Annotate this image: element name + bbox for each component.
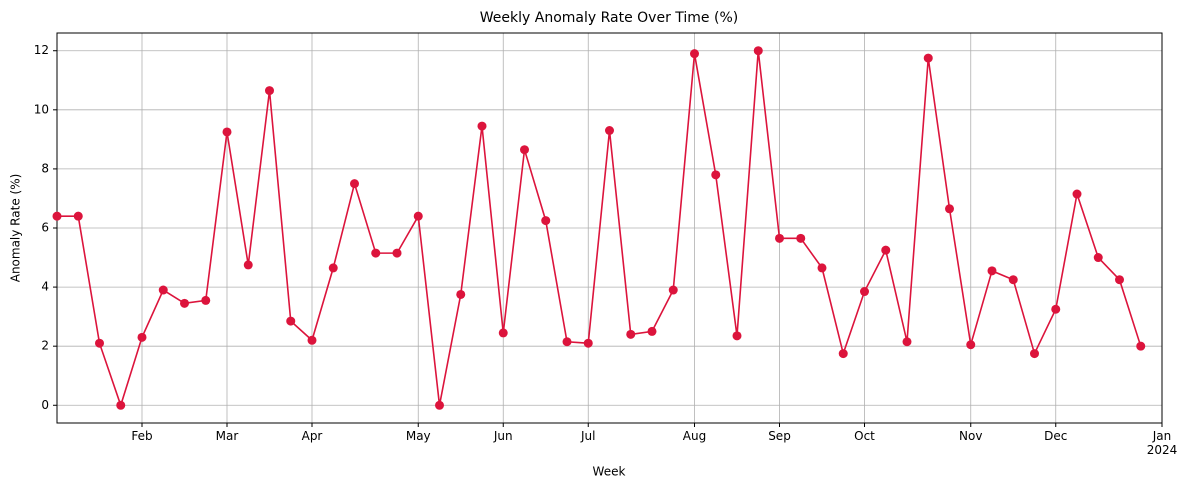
marker: [1072, 189, 1082, 199]
marker: [1030, 349, 1039, 359]
marker: [1136, 341, 1146, 351]
y-tick-label: 6: [41, 221, 49, 235]
marker: [116, 400, 126, 410]
marker: [413, 211, 423, 221]
marker: [923, 53, 933, 63]
x-tick-label: Dec: [1044, 429, 1068, 443]
y-tick-label: 4: [41, 280, 49, 294]
marker: [520, 145, 529, 155]
marker: [881, 245, 891, 255]
plot-frame: [56, 32, 1163, 424]
y-tick-label: 0: [41, 398, 49, 412]
x-tick-label: Jan 2024: [1146, 429, 1178, 457]
marker: [562, 337, 572, 347]
marker: [1115, 275, 1124, 285]
y-tick-label: 2: [41, 339, 49, 353]
marker: [541, 216, 551, 226]
marker: [498, 328, 508, 338]
marker: [838, 349, 848, 359]
marker: [222, 127, 232, 137]
marker: [668, 285, 678, 295]
line: [57, 50, 1142, 408]
marker: [1093, 253, 1103, 263]
y-tick-label: 10: [34, 102, 49, 116]
x-tick-label: Mar: [215, 429, 239, 443]
marker: [158, 285, 168, 295]
x-tick-label: Feb: [131, 429, 153, 443]
chart-title: Weekly Anomaly Rate Over Time (%): [480, 10, 738, 26]
marker: [796, 233, 806, 243]
marker: [477, 121, 487, 131]
marker: [583, 338, 593, 348]
x-tick-label: Sep: [768, 429, 791, 443]
marker: [137, 332, 147, 342]
marker: [902, 337, 912, 347]
marker: [817, 263, 827, 273]
marker: [95, 338, 104, 348]
y-axis-label: Anomaly Rate (%): [9, 174, 23, 283]
x-tick-label: May: [405, 429, 431, 443]
x-tick-label: Aug: [682, 429, 707, 443]
y-tick-label: 12: [34, 43, 49, 57]
marker: [435, 400, 444, 410]
x-tick-label: Apr: [301, 429, 323, 443]
x-tick-label: Oct: [854, 429, 875, 443]
marker: [860, 287, 869, 297]
x-tick-label: Jun: [493, 429, 513, 443]
x-tick-label: Nov: [959, 429, 983, 443]
y-tick-label: 8: [41, 161, 49, 175]
marker: [732, 331, 742, 341]
marker: [392, 248, 402, 258]
marker: [73, 211, 83, 221]
marker: [945, 204, 954, 214]
marker: [1008, 275, 1018, 285]
marker: [775, 233, 784, 243]
marker: [371, 248, 381, 258]
marker: [647, 326, 657, 336]
marker: [265, 86, 274, 96]
marker: [605, 126, 614, 135]
marker: [243, 260, 253, 270]
marker: [1051, 304, 1061, 314]
marker: [456, 289, 466, 299]
x-tick-label: Jul: [581, 429, 596, 443]
marker: [180, 298, 189, 308]
marker: [201, 295, 211, 305]
marker: [52, 211, 62, 221]
marker: [987, 266, 997, 276]
marker: [690, 49, 699, 59]
marker: [350, 179, 359, 189]
marker: [307, 335, 317, 345]
marker: [753, 46, 763, 56]
marker: [711, 170, 721, 180]
marker: [286, 316, 296, 326]
x-axis-label: Week: [593, 465, 626, 479]
marker: [966, 340, 976, 350]
marker: [328, 263, 338, 273]
marker: [626, 329, 636, 339]
